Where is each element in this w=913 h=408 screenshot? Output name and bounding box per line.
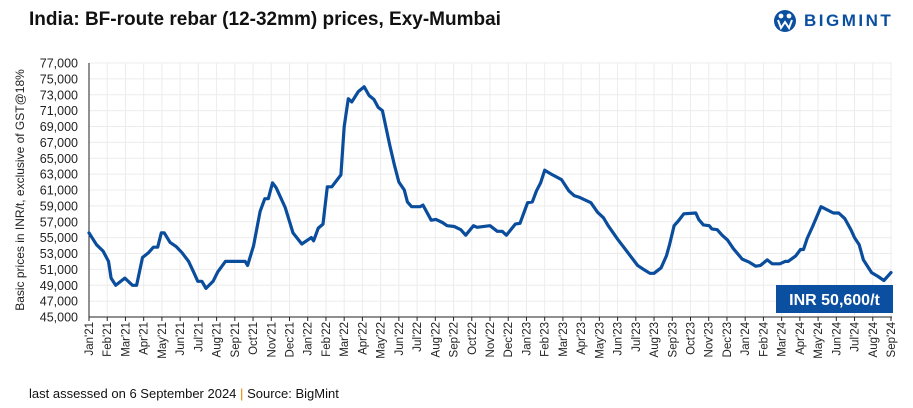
y-tick-label: 51,000	[40, 263, 78, 277]
x-tick-label: Dec'21	[285, 322, 297, 357]
x-tick-label: Nov'21	[266, 322, 278, 357]
x-tick-label: Apr'23	[576, 322, 588, 355]
chart-title: India: BF-route rebar (12-32mm) prices, …	[29, 9, 501, 30]
x-tick-label: May'21	[157, 322, 169, 359]
y-tick-label: 47,000	[40, 295, 78, 309]
y-tick-label: 59,000	[40, 199, 78, 213]
bigmint-logo-icon	[774, 10, 796, 32]
x-tick-label: Apr'21	[139, 322, 151, 355]
y-tick-label: 49,000	[40, 279, 78, 293]
annotation-text: INR 50,600/t	[789, 292, 880, 309]
x-tick-label: May'24	[813, 321, 825, 358]
footer-separator: |	[240, 386, 244, 401]
x-tick-label: Feb'23	[540, 322, 552, 357]
x-tick-label: Aug'22	[430, 322, 442, 357]
x-tick-label: Oct'22	[467, 322, 479, 355]
x-tick-label: Sep'21	[230, 322, 242, 357]
x-tick-label: Jun'22	[394, 322, 406, 356]
y-tick-label: 69,000	[40, 120, 78, 134]
x-tick-label: Apr'24	[795, 321, 807, 354]
x-tick-label: May'22	[376, 322, 388, 359]
x-tick-label: Sep'23	[667, 322, 679, 357]
y-tick-label: 55,000	[40, 231, 78, 245]
logo-text: BIGMINT	[804, 11, 894, 30]
assessed-date: last assessed on 6 September 2024	[29, 386, 237, 401]
y-tick-label: 61,000	[40, 184, 78, 198]
x-tick-label: Oct'23	[686, 322, 698, 355]
y-tick-label: 77,000	[40, 57, 78, 71]
x-tick-label: Mar'23	[558, 322, 570, 357]
x-tick-label: Mar'24	[777, 321, 789, 356]
bigmint-logo: BIGMINT	[773, 9, 893, 33]
x-tick-label: Sep'24	[886, 321, 898, 357]
y-tick-label: 57,000	[40, 215, 78, 229]
x-tick-label: Feb'22	[321, 322, 333, 357]
x-tick-label: Jan'22	[303, 322, 315, 356]
y-tick-label: 45,000	[40, 311, 78, 325]
x-tick-label: Jan'23	[521, 322, 533, 356]
x-tick-label: Sep'22	[449, 322, 461, 357]
annotation-box	[776, 285, 893, 313]
x-tick-label: Oct'21	[248, 322, 260, 355]
x-tick-label: Jun'24	[831, 321, 843, 355]
x-axis-ticks: Jan'21 Feb'21 Mar'21 Apr'21 May'21 Jun'21 Jul'…	[84, 317, 898, 359]
x-tick-label: May'23	[594, 322, 606, 359]
price-series-line	[87, 85, 893, 290]
y-tick-label: 71,000	[40, 104, 78, 118]
x-tick-label: Jul'24	[850, 321, 862, 351]
x-tick-label: Jun'21	[175, 322, 187, 356]
x-tick-label: Nov'22	[485, 322, 497, 357]
y-tick-label: 73,000	[40, 88, 78, 102]
x-tick-label: Aug'24	[868, 321, 880, 357]
x-tick-label: Dec'22	[503, 322, 515, 357]
x-tick-label: Jan'21	[84, 322, 96, 356]
y-tick-label: 65,000	[40, 152, 78, 166]
y-tick-label: 75,000	[40, 72, 78, 86]
y-tick-label: 67,000	[40, 136, 78, 150]
x-tick-label: Aug'21	[212, 322, 224, 357]
y-tick-label: 63,000	[40, 168, 78, 182]
y-axis-label: Basic prices in INR/t, exclusive of GST@…	[13, 69, 27, 311]
x-tick-label: Dec'23	[722, 322, 734, 357]
x-tick-label: Nov'23	[704, 322, 716, 357]
y-tick-label: 53,000	[40, 247, 78, 261]
x-tick-label: Aug'23	[649, 322, 661, 357]
source-text: Source: BigMint	[247, 386, 339, 401]
x-tick-label: Apr'22	[357, 322, 369, 355]
x-tick-label: Jul'22	[412, 322, 424, 352]
gridlines	[88, 62, 892, 318]
x-tick-label: Mar'22	[339, 322, 351, 357]
x-tick-label: Jan'24	[740, 321, 752, 355]
footer: last assessed on 6 September 2024 | Sour…	[29, 386, 339, 401]
x-tick-label: Jun'23	[613, 322, 625, 356]
x-tick-label: Mar'21	[120, 322, 132, 357]
y-axis-ticks: 45,000 47,000 49,000 51,000 53,000 55,000 57,0…	[40, 57, 78, 325]
x-tick-label: Jul'21	[193, 322, 205, 352]
x-tick-label: Jul'23	[631, 322, 643, 352]
x-tick-label: Feb'21	[102, 322, 114, 357]
x-tick-label: Feb'24	[758, 321, 770, 356]
price-annotation: INR 50,600/t	[776, 285, 893, 313]
